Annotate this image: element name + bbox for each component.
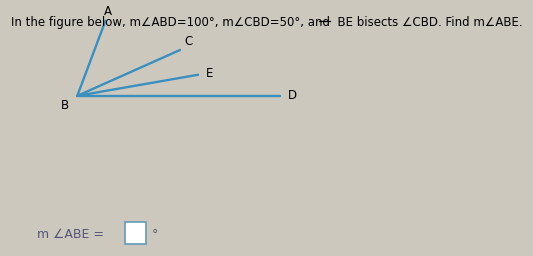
Text: D: D (288, 89, 297, 102)
FancyBboxPatch shape (125, 222, 146, 244)
Text: E: E (206, 67, 213, 80)
Polygon shape (0, 200, 133, 225)
Text: B: B (61, 99, 69, 112)
Text: In the figure below, m∠ABD=100°, m∠CBD=50°, and  BE bisects ∠CBD. Find m∠ABE.: In the figure below, m∠ABD=100°, m∠CBD=5… (11, 16, 522, 29)
Text: C: C (184, 36, 192, 48)
Text: °: ° (152, 228, 158, 241)
Text: A: A (104, 5, 112, 18)
Text: m ∠ABE =: m ∠ABE = (37, 228, 108, 241)
